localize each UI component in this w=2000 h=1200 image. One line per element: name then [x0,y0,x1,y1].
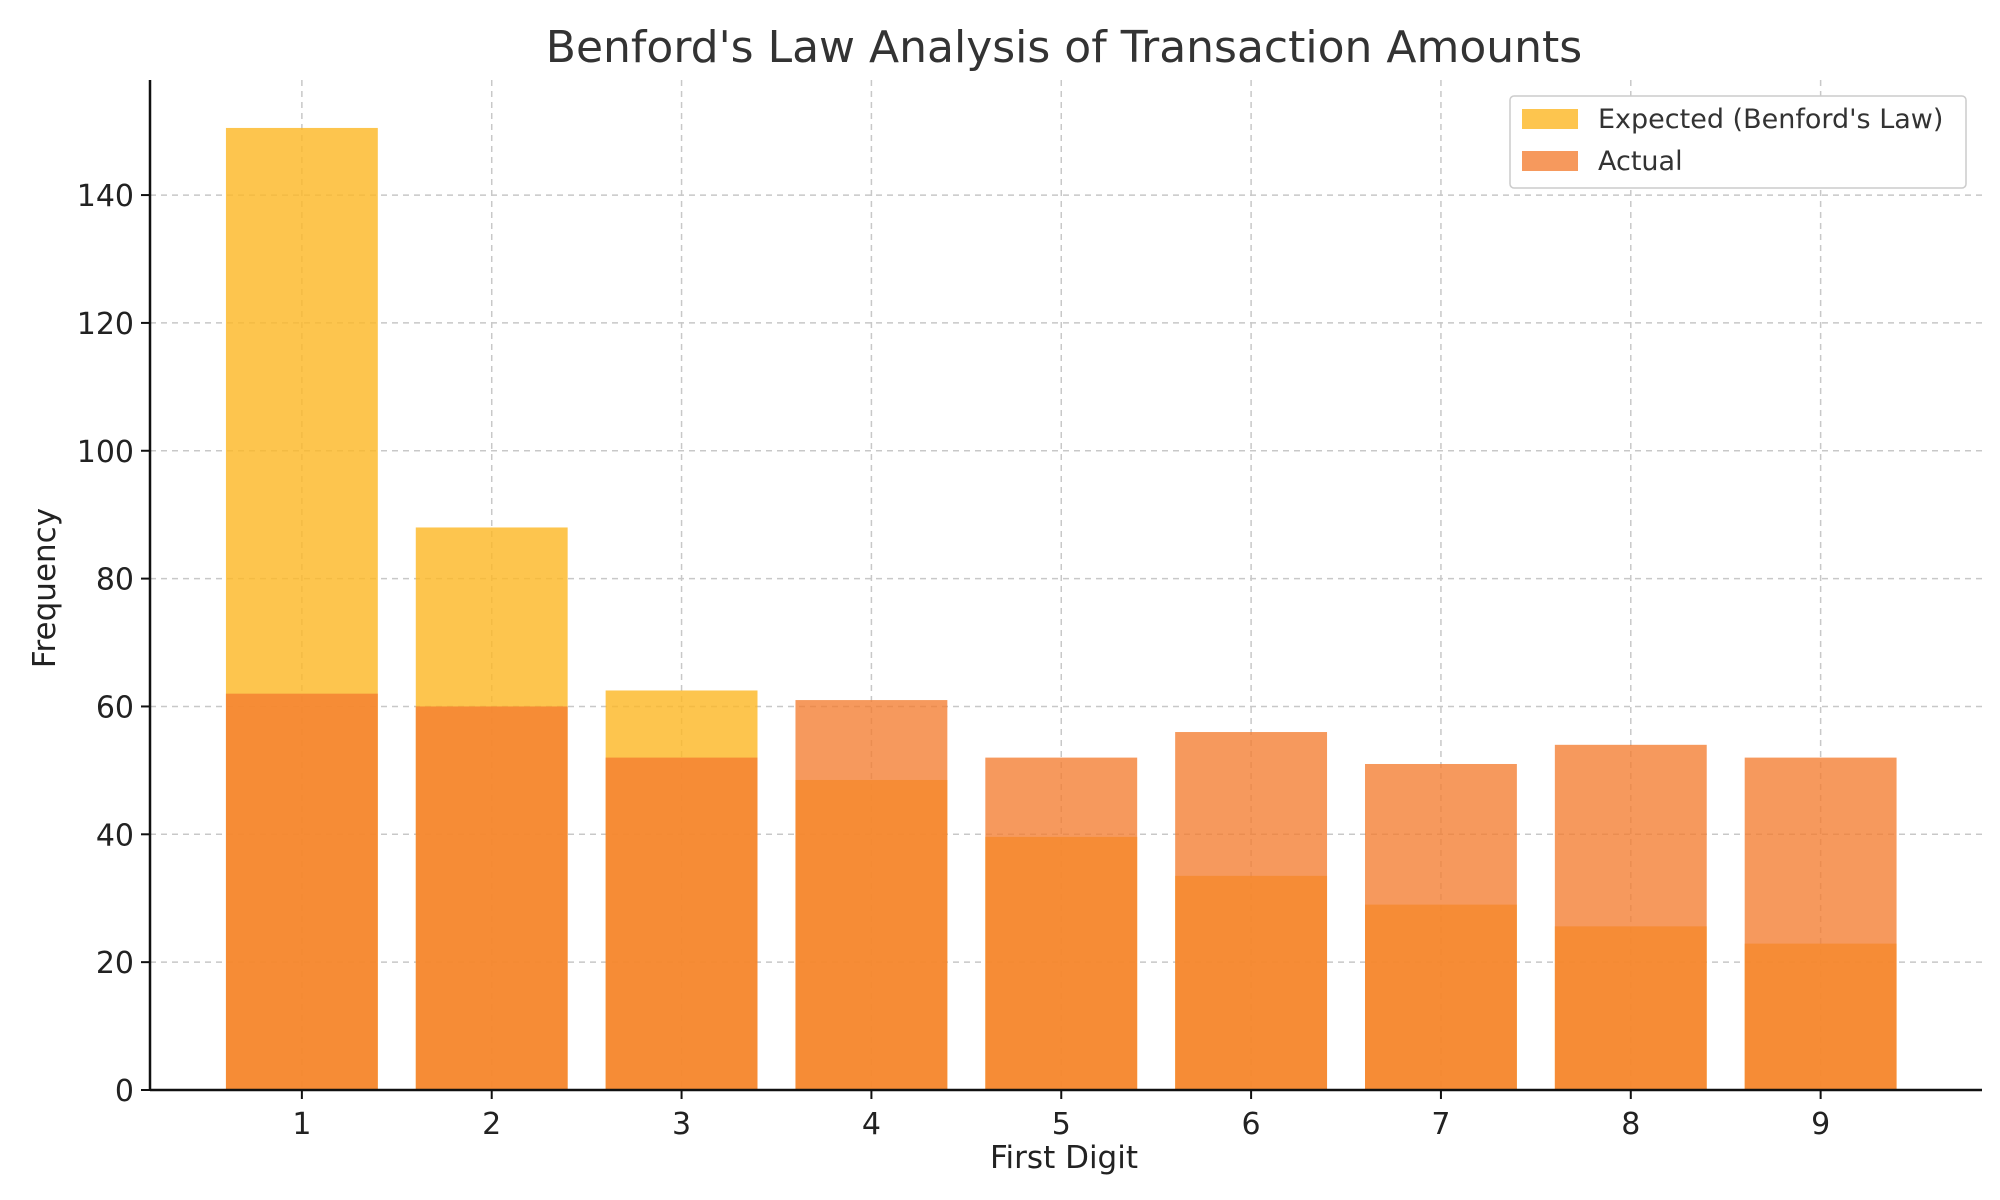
x-tick-label-1: 1 [292,1107,311,1142]
bar-series-1-digit-2 [415,706,568,1090]
legend-frame [1509,95,1967,189]
y-tick-label-120: 120 [77,307,134,342]
legend: Expected (Benford's Law) Actual [1509,95,1967,189]
bar-series-1-digit-6 [1175,732,1328,1090]
legend-swatch-actual [1522,151,1578,171]
bar-series-1-digit-7 [1365,763,1517,1090]
axes [148,80,1982,1092]
x-tick-label-8: 8 [1621,1107,1640,1142]
y-tick-label-140: 140 [77,179,134,214]
x-tick-label-4: 4 [862,1107,881,1142]
bars [225,127,1897,1090]
bar-series-1-digit-9 [1744,757,1897,1090]
ticks: 0 20 40 60 80 100 120 140 1 2 3 4 5 6 7 8 9 [77,179,1830,1142]
legend-label-expected: Expected (Benford's Law) [1598,104,1943,135]
y-axis-label: Frequency [27,508,63,668]
chart-title: Benford's Law Analysis of Transaction Am… [546,22,1582,73]
x-tick-label-6: 6 [1242,1107,1261,1142]
x-tick-label-5: 5 [1052,1107,1071,1142]
legend-swatch-expected [1522,109,1578,129]
legend-label-actual: Actual [1598,146,1683,177]
bar-series-1-digit-5 [985,757,1138,1090]
bar-series-1-digit-3 [605,757,758,1090]
x-tick-label-9: 9 [1811,1107,1830,1142]
y-tick-label-20: 20 [96,946,134,981]
y-tick-label-0: 0 [115,1074,134,1109]
y-tick-label-40: 40 [96,818,134,853]
x-axis-label: First Digit [990,1140,1138,1176]
y-tick-label-60: 60 [96,690,134,725]
bar-series-1-digit-4 [795,700,948,1090]
x-tick-label-7: 7 [1431,1107,1450,1142]
bar-series-1-digit-1 [225,693,378,1090]
x-tick-label-2: 2 [482,1107,501,1142]
bar-series-1-digit-8 [1554,744,1707,1090]
x-tick-label-3: 3 [672,1107,691,1142]
y-tick-label-100: 100 [77,435,134,470]
y-tick-label-80: 80 [96,563,134,598]
